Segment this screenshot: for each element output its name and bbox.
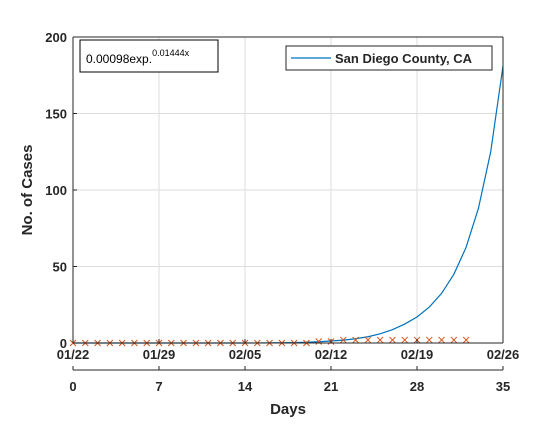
y-tick-label: 50 [53, 260, 67, 275]
series-point [401, 336, 409, 344]
series-point [462, 336, 470, 344]
tick-labels: 0 50 100 150 200 01/22 01/29 02/05 02/12 02/19 02/… [45, 30, 519, 394]
axes [72, 36, 504, 371]
legend-label: San Diego County, CA [335, 51, 473, 66]
series-point [339, 336, 347, 344]
x-tick-label: 14 [238, 379, 253, 394]
y-axis-title: No. of Cases [19, 145, 36, 236]
point-stroke [450, 336, 458, 344]
y-tick-label: 150 [45, 107, 67, 122]
fit-annotation-box: 0.00098exp.0.01444x [79, 39, 219, 73]
series-point [389, 336, 396, 344]
x-tick-label: 7 [155, 379, 162, 394]
y-tick-label: 0 [60, 336, 67, 351]
annotation-frame [79, 39, 219, 73]
point-stroke [389, 336, 396, 344]
x-tick-label: 35 [496, 379, 510, 394]
y-tick-label: 100 [45, 183, 67, 198]
date-tick-label: 01/22 [57, 347, 90, 362]
date-tick-label: 02/12 [315, 347, 348, 362]
annotation-text: 0.00098exp.0.01444x [86, 48, 190, 66]
point-stroke [364, 336, 372, 344]
legend-frame [285, 45, 493, 71]
point-stroke [339, 336, 347, 344]
annotation-exponent: 0.01444x [152, 48, 190, 58]
date-tick-label: 02/19 [401, 347, 434, 362]
series-point [352, 336, 359, 344]
x-axis-title: Days [270, 401, 306, 418]
series-point [450, 336, 458, 344]
point-stroke [438, 336, 445, 344]
date-tick-label: 02/26 [487, 347, 520, 362]
series-point [425, 336, 433, 344]
point-stroke [376, 336, 384, 344]
date-tick-label: 01/29 [143, 347, 176, 362]
series-point [364, 336, 372, 344]
point-stroke [401, 336, 409, 344]
annotation-base: 0.00098exp. [86, 52, 152, 66]
point-stroke [462, 336, 470, 344]
series-point [376, 336, 384, 344]
point-stroke [352, 336, 359, 344]
point-stroke [425, 336, 433, 344]
x-tick-label: 21 [324, 379, 338, 394]
y-tick-label: 200 [45, 30, 67, 45]
series-point [438, 336, 445, 344]
date-tick-label: 02/05 [229, 347, 262, 362]
x-tick-label: 28 [410, 379, 424, 394]
legend: San Diego County, CA [285, 45, 493, 71]
x-tick-label: 0 [69, 379, 76, 394]
